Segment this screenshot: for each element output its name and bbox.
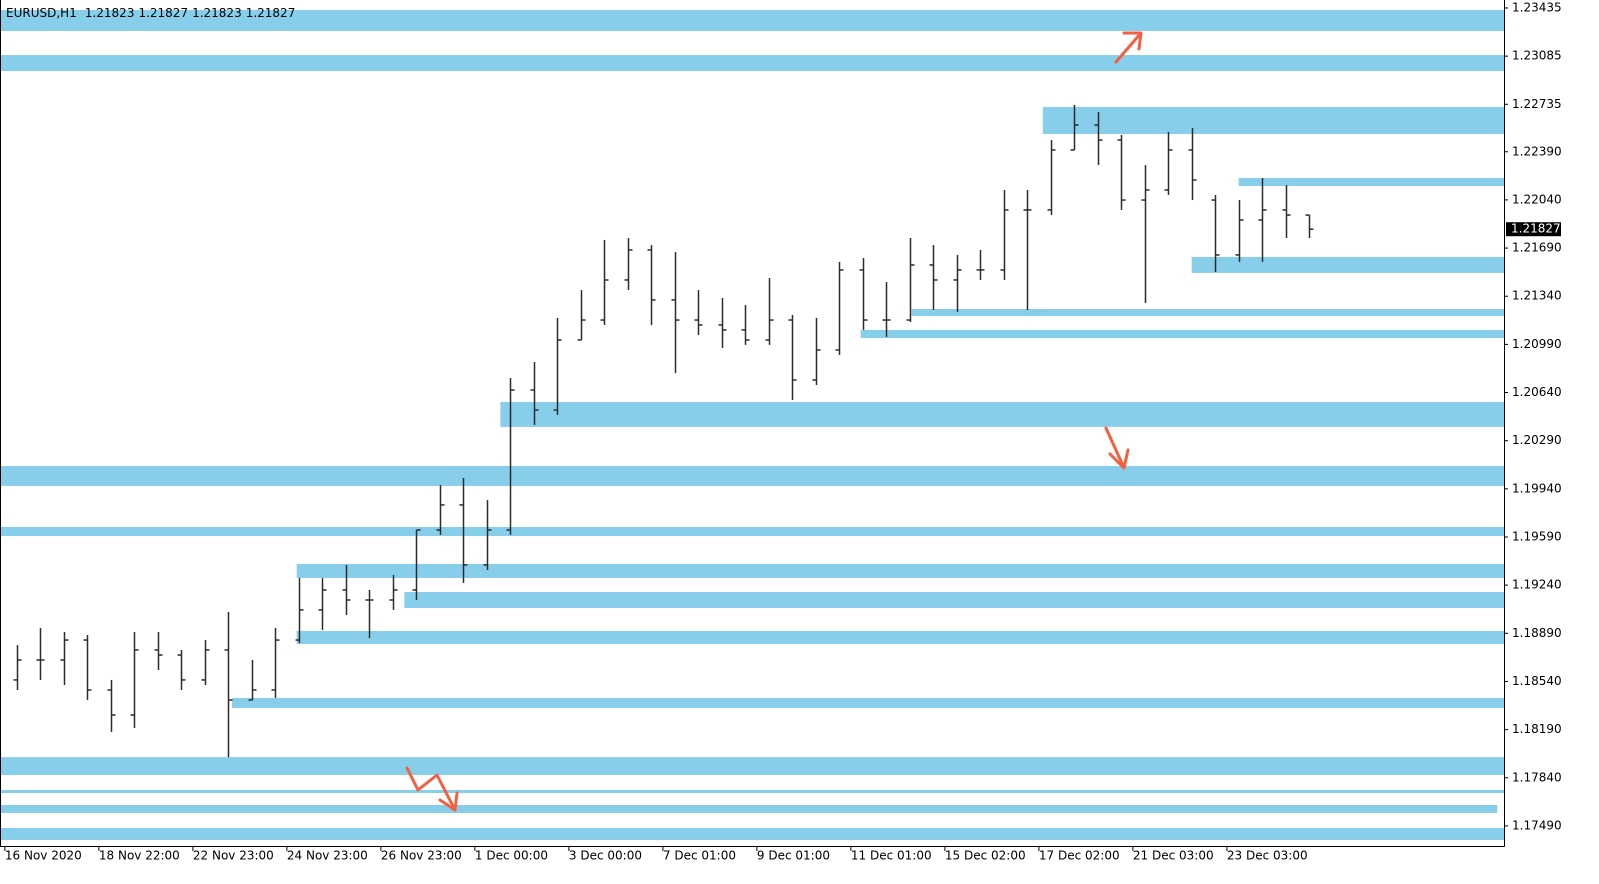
y-tick-label: 1.20290	[1512, 433, 1562, 447]
y-tick-label: 1.23085	[1512, 49, 1562, 63]
zone	[0, 757, 1504, 776]
zone	[0, 805, 1498, 813]
zone	[911, 309, 1504, 317]
y-tick-label: 1.23435	[1512, 0, 1562, 14]
zone	[500, 402, 1505, 427]
x-tick-label: 1 Dec 00:00	[475, 849, 548, 863]
zone	[232, 697, 1504, 709]
x-tick-label: 22 Nov 23:00	[193, 849, 274, 863]
y-tick-label: 1.18540	[1512, 674, 1562, 688]
price-marker-label: 1.21827	[1511, 222, 1561, 236]
x-tick-label: 24 Nov 23:00	[287, 849, 368, 863]
x-tick-label: 23 Dec 03:00	[1227, 849, 1308, 863]
zone	[0, 790, 1504, 794]
y-tick-label: 1.20990	[1512, 337, 1562, 351]
y-tick-label: 1.19590	[1512, 529, 1562, 543]
zone	[296, 630, 1504, 645]
x-tick-label: 26 Nov 23:00	[381, 849, 462, 863]
x-tick-label: 15 Dec 02:00	[945, 849, 1026, 863]
y-tick-label: 1.22390	[1512, 144, 1562, 158]
zones	[0, 10, 1505, 840]
x-tick-label: 16 Nov 2020	[5, 849, 82, 863]
zone	[0, 827, 1504, 840]
zone	[0, 55, 1504, 71]
zone	[1191, 257, 1504, 273]
x-tick-label: 9 Dec 01:00	[757, 849, 830, 863]
y-tick-label: 1.22040	[1512, 192, 1562, 206]
x-tick-label: 3 Dec 00:00	[569, 849, 642, 863]
x-tick-label: 17 Dec 02:00	[1039, 849, 1120, 863]
zone	[860, 329, 1504, 339]
zone	[0, 10, 1504, 31]
y-tick-label: 1.18890	[1512, 626, 1562, 640]
header: EURUSD,H1 1.21823 1.21827 1.21823 1.21827	[6, 6, 295, 20]
zone	[0, 526, 1504, 537]
header-close: 1.21827	[246, 6, 296, 20]
x-tick-label: 18 Nov 22:00	[99, 849, 180, 863]
annotation-arrow	[405, 766, 459, 812]
x-tick-label: 21 Dec 03:00	[1133, 849, 1214, 863]
symbol: EURUSD,H1	[6, 6, 77, 20]
y-tick-label: 1.17490	[1512, 818, 1562, 832]
x-tick-label: 7 Dec 01:00	[663, 849, 736, 863]
header-open: 1.21823	[85, 6, 135, 20]
y-tick-label: 1.21690	[1512, 241, 1562, 255]
zone	[296, 563, 1504, 578]
annotation-arrow	[1114, 31, 1143, 64]
y-tick-label: 1.22735	[1512, 97, 1562, 111]
annotation-arrow	[1104, 426, 1130, 470]
zone	[1042, 107, 1504, 135]
y-tick-label: 1.19240	[1512, 578, 1562, 592]
y-tick-label: 1.17840	[1512, 770, 1562, 784]
zone	[0, 465, 1504, 486]
header-high: 1.21827	[138, 6, 188, 20]
y-tick-label: 1.18190	[1512, 722, 1562, 736]
price-marker	[1506, 222, 1561, 237]
y-tick-label: 1.20640	[1512, 385, 1562, 399]
zone	[404, 592, 1504, 608]
price-bars	[13, 104, 1314, 758]
zone	[1238, 178, 1504, 187]
x-tick-label: 11 Dec 01:00	[851, 849, 932, 863]
y-tick-label: 1.19940	[1512, 481, 1562, 495]
y-tick-label: 1.21340	[1512, 289, 1562, 303]
header-low: 1.21823	[192, 6, 242, 20]
